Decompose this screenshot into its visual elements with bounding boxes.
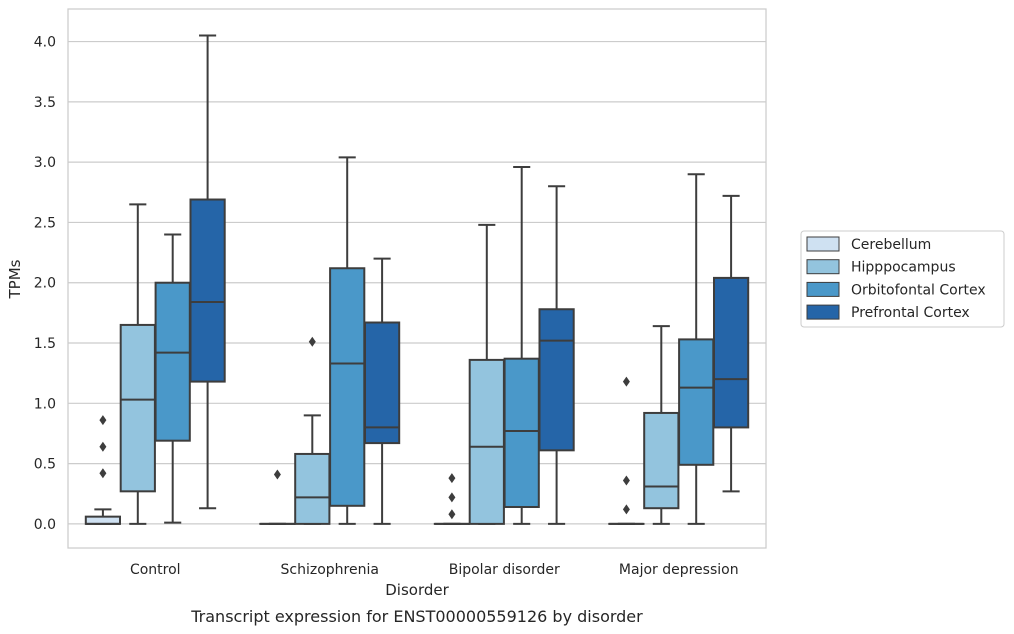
legend-item: Prefrontal Cortex <box>806 304 970 321</box>
box-body <box>189 198 226 383</box>
box-hipppocampus <box>294 336 331 525</box>
y-tick-label: 0.5 <box>34 457 56 473</box>
box-hipppocampus <box>119 203 156 525</box>
legend-swatch <box>806 304 840 320</box>
box-cerebellum <box>84 415 122 525</box>
legend-item: Cerebellum <box>806 236 931 253</box>
legend-label: Cerebellum <box>851 237 931 253</box>
legend-swatch <box>806 259 840 275</box>
x-tick-label: Schizophrenia <box>281 562 379 578</box>
box-prefrontal-cortex <box>538 185 575 525</box>
y-tick-label: 1.0 <box>34 396 56 412</box>
y-tick-label: 3.5 <box>34 95 56 111</box>
box-hipppocampus <box>643 325 680 525</box>
x-tick-label: Major depression <box>619 562 739 578</box>
box-body <box>84 515 122 525</box>
box-cerebellum <box>433 473 471 525</box>
box-prefrontal-cortex <box>189 34 226 510</box>
box-cerebellum <box>259 469 296 525</box>
outlier-point <box>448 473 456 484</box>
legend-swatch <box>806 281 840 297</box>
y-tick-label: 2.5 <box>34 215 56 231</box>
legend-item: Orbitofontal Cortex <box>806 281 986 298</box>
y-tick-label: 2.0 <box>34 276 56 292</box>
outlier-point <box>448 509 456 520</box>
y-tick-label: 4.0 <box>34 35 56 51</box>
box-prefrontal-cortex <box>363 257 401 525</box>
legend-item: Hipppocampus <box>806 259 956 276</box>
box-orbitofontal-cortex <box>329 156 366 525</box>
y-tick-label: 3.0 <box>34 155 56 171</box>
box-body <box>363 321 401 445</box>
plot-frame <box>67 8 767 549</box>
outlier-point <box>448 492 456 503</box>
x-axis-title: Disorder <box>385 581 449 599</box>
box-body <box>468 358 505 525</box>
outlier-point <box>99 468 107 479</box>
box-body <box>503 357 540 509</box>
box-orbitofontal-cortex <box>678 173 715 525</box>
box-orbitofontal-cortex <box>503 165 540 525</box>
outlier-point <box>99 441 107 452</box>
y-tick-label: 1.5 <box>34 336 56 352</box>
box-body <box>154 281 191 442</box>
box-body <box>119 323 156 493</box>
x-tick-labels: Control Schizophrenia Bipolar disorder Majo… <box>130 562 739 578</box>
x-tick-label: Bipolar disorder <box>449 562 560 578</box>
outlier-point <box>308 336 316 347</box>
box-body <box>712 276 750 429</box>
box-series <box>84 34 750 525</box>
y-tick-labels: 0.0 0.5 1.0 1.5 2.0 2.5 3.0 3.5 4.0 <box>34 35 56 533</box>
outlier-point <box>273 469 281 480</box>
outlier-point <box>622 376 630 387</box>
legend-label: Prefrontal Cortex <box>851 305 970 321</box>
legend-label: Orbitofontal Cortex <box>851 282 986 298</box>
outlier-point <box>622 504 630 515</box>
outlier-point <box>99 415 107 426</box>
y-tick-label: 0.0 <box>34 517 56 533</box>
chart-caption: Transcript expression for ENST0000055912… <box>190 607 643 626</box>
legend-swatch <box>806 236 840 252</box>
box-prefrontal-cortex <box>712 194 750 493</box>
box-cerebellum <box>608 376 645 525</box>
box-body <box>329 267 366 507</box>
box-body <box>678 338 715 466</box>
box-body <box>294 452 331 525</box>
legend: Cerebellum Hipppocampus Orbitofontal Corte… <box>800 230 1005 328</box>
y-axis-title: TPMs <box>6 259 24 299</box>
box-body <box>538 308 575 452</box>
box-hipppocampus <box>468 223 505 525</box>
box-orbitofontal-cortex <box>154 233 191 524</box>
outlier-point <box>622 475 630 486</box>
legend-frame <box>800 230 1005 328</box>
x-tick-label: Control <box>130 562 181 578</box>
legend-label: Hipppocampus <box>851 260 956 276</box>
box-body <box>643 411 680 510</box>
